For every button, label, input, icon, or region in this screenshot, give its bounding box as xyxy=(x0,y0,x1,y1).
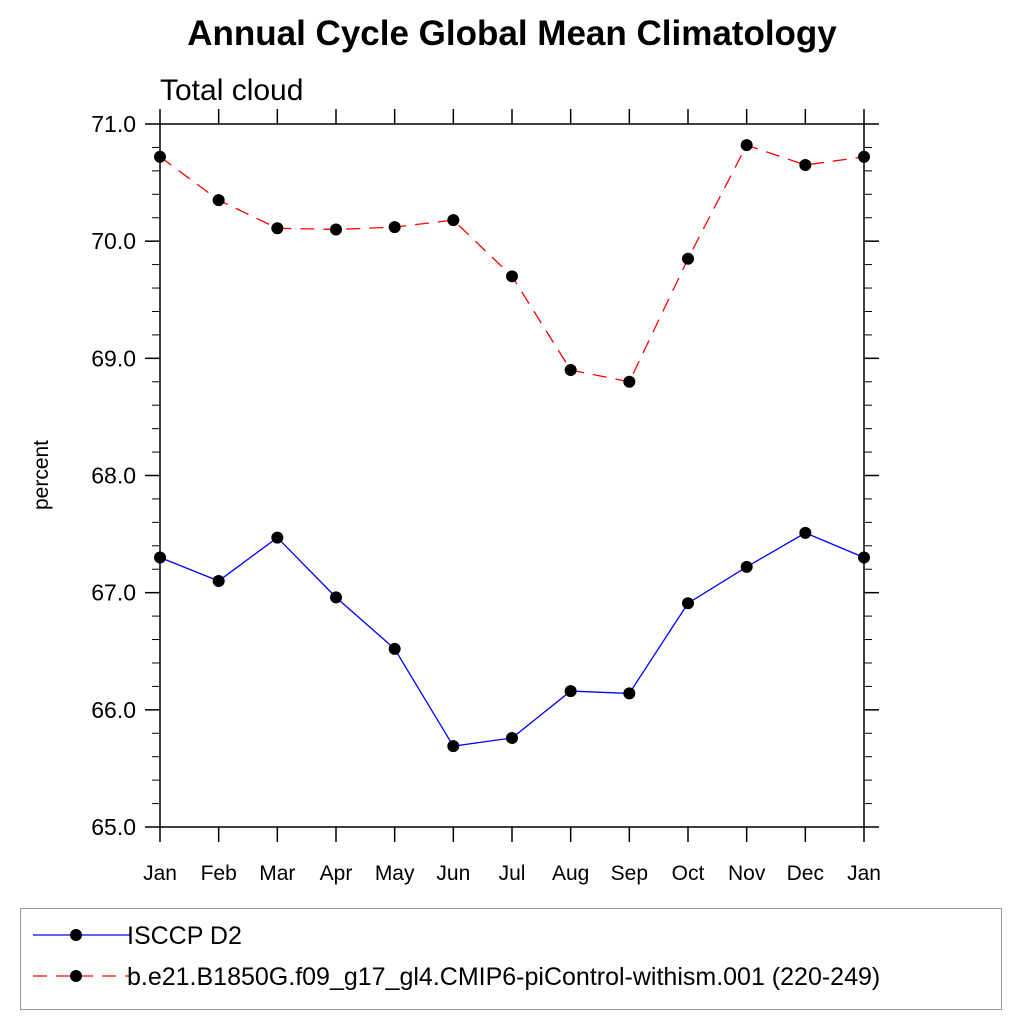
data-point xyxy=(330,591,342,604)
legend-marker xyxy=(70,929,82,941)
x-tick-label: Jul xyxy=(499,862,526,885)
y-axis-label: percent xyxy=(30,440,53,510)
y-tick-label: 70.0 xyxy=(91,228,136,254)
x-tick-label: Aug xyxy=(552,862,589,885)
data-point xyxy=(740,139,753,152)
data-point xyxy=(623,687,636,700)
x-tick-label: Mar xyxy=(259,862,295,885)
x-tick-label: Apr xyxy=(320,862,353,885)
x-tick-label: Sep xyxy=(611,862,648,885)
axes: 65.0 66.0 67.0 68.0 69.0 70.0 71.0 Jan Feb Mar Apr… xyxy=(91,109,881,885)
legend-items: ISCCP D2 b.e21.B1850G.f09_g17_gl4.CMIP6-p… xyxy=(33,922,880,991)
data-point xyxy=(154,551,166,564)
x-tick-label: Dec xyxy=(787,862,824,885)
data-point xyxy=(858,150,870,163)
data-point xyxy=(154,150,166,163)
x-tick-label: Jan xyxy=(143,862,177,885)
data-point xyxy=(564,685,577,698)
y-tick-label: 66.0 xyxy=(91,697,136,723)
data-point xyxy=(447,740,460,753)
data-point xyxy=(388,642,401,655)
legend-marker xyxy=(70,970,82,982)
series-layer xyxy=(154,139,870,753)
chart-title: Annual Cycle Global Mean Climatology xyxy=(187,14,837,53)
legend-label: ISCCP D2 xyxy=(127,922,242,950)
x-tick-label: Feb xyxy=(201,862,237,885)
chart-subtitle: Total cloud xyxy=(160,74,303,107)
data-point xyxy=(740,560,753,573)
x-tick-label: Jan xyxy=(847,862,881,885)
x-tick-label: Oct xyxy=(672,862,705,885)
legend: ISCCP D2 b.e21.B1850G.f09_g17_gl4.CMIP6-p… xyxy=(20,908,1002,1010)
data-point xyxy=(330,223,342,236)
data-point xyxy=(271,531,284,544)
data-point xyxy=(623,375,636,388)
y-tick-label: 69.0 xyxy=(91,345,136,371)
data-point xyxy=(388,221,401,234)
series-line-0 xyxy=(159,532,865,747)
data-point xyxy=(682,597,694,610)
y-tick-label: 67.0 xyxy=(91,580,136,606)
data-point xyxy=(858,551,870,564)
series-line-1 xyxy=(159,144,865,383)
x-tick-label: Jun xyxy=(436,862,470,885)
legend-label: b.e21.B1850G.f09_g17_gl4.CMIP6-piControl… xyxy=(127,963,880,991)
data-point xyxy=(564,364,577,377)
data-point xyxy=(212,574,225,587)
data-point xyxy=(447,214,460,227)
data-point xyxy=(506,270,518,283)
data-point xyxy=(799,159,812,172)
data-point xyxy=(799,526,812,539)
data-point xyxy=(506,731,518,744)
y-tick-label: 65.0 xyxy=(91,814,136,840)
x-tick-label: May xyxy=(375,862,415,885)
plot-frame xyxy=(159,123,865,828)
x-tick-label: Nov xyxy=(728,862,766,885)
data-point xyxy=(682,252,694,265)
data-point xyxy=(271,222,284,235)
line-chart: Total cloud percent 65.0 66.0 67.0 68.0 69.0… xyxy=(30,74,881,885)
y-tick-label: 68.0 xyxy=(91,463,136,489)
y-tick-label: 71.0 xyxy=(91,111,136,137)
data-point xyxy=(212,194,225,207)
